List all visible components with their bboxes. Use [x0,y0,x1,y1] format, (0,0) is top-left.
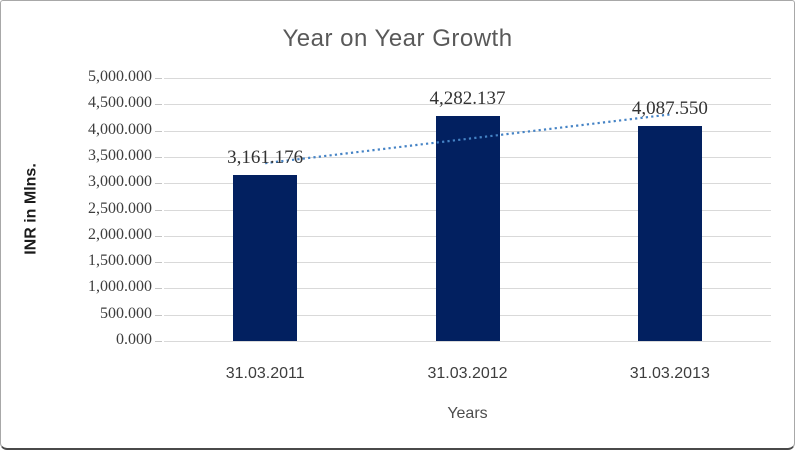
y-axis-title: INR in Mlns. [22,163,40,255]
y-axis-tick-label: 2,500.000 [88,199,152,217]
y-axis-tick-mark [155,314,162,316]
gridline [164,78,771,79]
gridline [164,341,771,342]
x-axis-tick-label: 31.03.2013 [629,365,710,382]
x-axis-tick-label: 31.03.2011 [225,365,305,382]
x-axis-title: Years [447,405,488,422]
data-label: 3,161.176 [227,146,304,168]
y-axis-tick-label: 3,500.000 [88,146,152,164]
y-axis-tick-mark [155,235,162,237]
data-label: 4,087.550 [631,97,708,119]
y-axis-tick-label: 4,000.000 [88,120,152,138]
y-axis-tick-mark [155,183,162,185]
y-axis-tick-mark [155,104,162,106]
y-axis-tick-label: 1,000.000 [88,278,152,296]
y-axis-tick-mark [155,209,162,211]
bar-31.03.2012 [435,115,500,341]
bar-31.03.2011 [233,174,298,341]
y-axis-tick-mark [155,78,162,79]
y-axis-tick-mark [155,341,162,342]
y-axis-tick-label: 2,000.000 [88,225,152,243]
y-axis-tick-label: 500.000 [100,304,152,322]
y-axis-tick-label: 3,000.000 [88,173,152,191]
y-axis-tick-label: 1,500.000 [88,252,152,270]
y-axis-tick-mark [155,288,162,290]
y-axis-tick-mark [155,262,162,264]
bar-31.03.2013 [637,126,702,341]
x-axis-tick-label: 31.03.2012 [427,365,508,382]
y-axis-tick-mark [155,130,162,132]
y-axis-tick-label: 0.000 [116,331,152,348]
y-axis-tick-mark [155,156,162,158]
gridline [164,104,771,106]
data-label: 4,282.137 [429,87,506,109]
y-axis-tick-label: 5,000.000 [88,68,152,85]
y-axis-tick-label: 4,500.000 [88,94,152,112]
chart-title: Year on Year Growth [282,25,513,52]
